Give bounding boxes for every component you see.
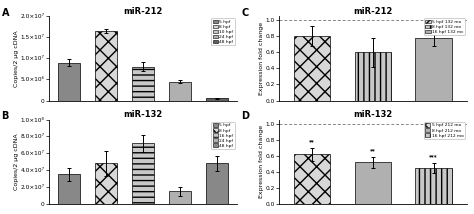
Y-axis label: Copies/2 μg cDNA: Copies/2 μg cDNA [14, 134, 19, 190]
Bar [355, 52, 391, 101]
Legend: 5 hpf 212 mo, 8 hpf 212 mo, 16 hpf 212 mo: 5 hpf 212 mo, 8 hpf 212 mo, 16 hpf 212 m… [424, 122, 465, 139]
Legend: 5 hpf, 8 hpf, 10 hpf, 24 hpf, 48 hpf: 5 hpf, 8 hpf, 10 hpf, 24 hpf, 48 hpf [211, 18, 235, 45]
Bar [95, 163, 117, 204]
Bar [169, 191, 191, 204]
Bar [95, 31, 117, 101]
Legend: 5 hpf 132 mo, 8 hpf 132 mo, 16 hpf 132 mc: 5 hpf 132 mo, 8 hpf 132 mo, 16 hpf 132 m… [424, 18, 465, 35]
Y-axis label: Expression fold change: Expression fold change [259, 22, 264, 95]
Text: **: ** [309, 139, 315, 144]
Text: B: B [1, 111, 9, 121]
Bar [58, 62, 80, 101]
Bar [415, 168, 452, 204]
Bar [58, 174, 80, 204]
Title: miR-212: miR-212 [123, 7, 163, 16]
Legend: 5 hpf, 8 hpf, 16 hpf, 24 hpf, 48 hpf: 5 hpf, 8 hpf, 16 hpf, 24 hpf, 48 hpf [211, 122, 235, 149]
Title: miR-132: miR-132 [353, 110, 392, 119]
Bar [169, 82, 191, 101]
Bar [355, 162, 391, 204]
Bar [206, 163, 228, 204]
Title: miR-132: miR-132 [123, 110, 163, 119]
Bar [415, 38, 452, 101]
Y-axis label: Expression fold change: Expression fold change [259, 125, 264, 198]
Title: miR-212: miR-212 [353, 7, 392, 16]
Text: **: ** [370, 148, 376, 153]
Text: D: D [241, 111, 249, 121]
Text: A: A [1, 7, 9, 18]
Text: C: C [241, 7, 248, 18]
Y-axis label: Copies/2 μg cDNA: Copies/2 μg cDNA [14, 30, 19, 87]
Bar [206, 98, 228, 101]
Text: ***: *** [429, 155, 438, 160]
Bar [294, 154, 330, 204]
Bar [294, 36, 330, 101]
Bar [132, 143, 154, 204]
Bar [132, 67, 154, 101]
